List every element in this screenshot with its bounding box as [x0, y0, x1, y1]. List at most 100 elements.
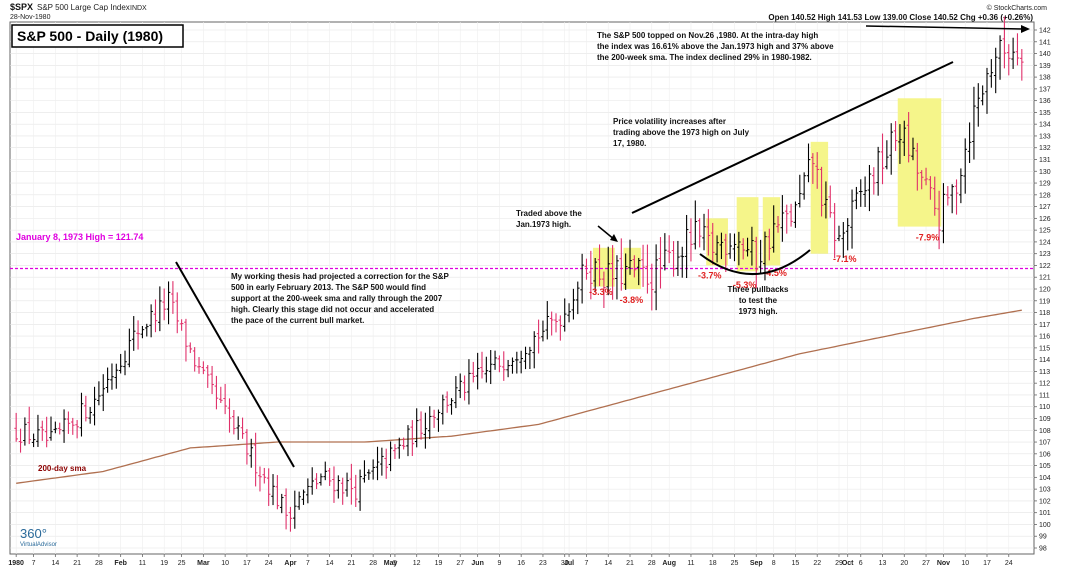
annotation-traded-above: Traded above the Jan.1973 high.	[516, 209, 582, 229]
ohlc-bar	[449, 398, 454, 415]
ohlc-bar	[345, 472, 349, 497]
x-tick-label: 27	[922, 560, 930, 567]
y-tick-label: 112	[1039, 381, 1050, 388]
x-tick-label: 15	[792, 560, 800, 567]
ohlc-bar	[654, 244, 658, 311]
ohlc-bar	[471, 361, 476, 383]
ohlc-bar	[262, 467, 267, 484]
ohlc-bar	[97, 381, 101, 406]
ohlc-bar	[593, 257, 597, 293]
highlight-box	[593, 247, 615, 287]
ohlc-bar	[541, 320, 545, 342]
ohlc-bar	[915, 142, 920, 191]
y-tick-label: 135	[1039, 110, 1051, 117]
sma-label: 200-day sma	[38, 464, 87, 473]
ohlc-bar	[584, 258, 589, 280]
ohlc-bar	[802, 172, 806, 200]
ohlc-bar	[480, 351, 484, 379]
ohlc-bar	[197, 357, 201, 374]
top-arrowhead	[1021, 25, 1030, 33]
ohlc-bar	[62, 409, 66, 443]
ohlc-bar	[858, 179, 863, 207]
x-tick-label: 27	[456, 560, 464, 567]
pullback-label: -5.3%	[733, 280, 757, 290]
ohlc-bar	[854, 186, 859, 210]
y-tick-label: 100	[1039, 522, 1051, 529]
ohlc-bar	[149, 304, 153, 338]
y-tick-label: 113	[1039, 369, 1050, 376]
y-tick-label: 140	[1039, 51, 1051, 58]
ohlc-bar	[928, 176, 933, 200]
ohlc-bar	[358, 469, 362, 511]
x-tick-label: 19	[160, 560, 168, 567]
x-tick-label: 25	[178, 560, 186, 567]
ohlc-bar	[414, 408, 419, 448]
ohlc-bar	[1006, 44, 1011, 76]
ohlc-bar	[689, 218, 693, 262]
y-tick-label: 123	[1039, 251, 1051, 258]
ohlc-bar	[467, 359, 471, 405]
highlight-box	[810, 141, 829, 254]
chart-title: S&P 500 - Daily (1980)	[17, 28, 163, 44]
top-arrow	[865, 25, 1025, 30]
y-tick-label: 115	[1039, 345, 1050, 352]
ohlc-bar	[388, 441, 393, 472]
ohlc-bar	[658, 237, 663, 289]
x-tick-label: 14	[604, 560, 612, 567]
ohlc-bar	[432, 409, 436, 428]
ohlc-bar	[144, 323, 149, 337]
exchange-label: INDX	[130, 5, 147, 12]
ohlc-bar	[101, 374, 106, 412]
ohlc-bar	[780, 195, 785, 242]
highlight-box	[897, 98, 942, 227]
ohlc-bar	[946, 186, 950, 206]
x-tick-label: 29	[835, 560, 843, 567]
symbol-name: S&P 500 Large Cap Index	[37, 3, 130, 12]
ohlc-bar	[441, 394, 445, 425]
source-label: © StockCharts.com	[987, 4, 1048, 12]
ohlc-bar	[371, 459, 375, 480]
x-tick-label: 6	[859, 560, 863, 567]
y-tick-label: 108	[1039, 428, 1051, 435]
ohlc-bar	[645, 244, 650, 294]
ohlc-bar	[401, 437, 406, 450]
ohlc-bar	[105, 367, 110, 393]
ohlc-bar	[410, 420, 415, 456]
ohlc-bar	[110, 363, 114, 390]
ohlc-bar	[732, 233, 737, 262]
y-tick-label: 99	[1039, 534, 1047, 541]
x-tick-label: 10	[961, 560, 969, 567]
logo-text: VirtualAdvisor	[20, 542, 57, 548]
y-axis: 98 99 100 101 102 103 104 105 106 107 108 109 110 111…	[1034, 28, 1051, 553]
y-tick-label: 126	[1039, 216, 1051, 223]
ohlc-bar	[932, 176, 937, 216]
ohlc-bar	[79, 392, 84, 437]
decline-trendline	[175, 261, 295, 468]
ohlc-bar	[118, 353, 123, 374]
annotation-top: The S&P 500 topped on Nov.26 ,1980. At t…	[597, 31, 834, 62]
ohlc-bar	[175, 292, 180, 334]
ohlc-bar	[741, 238, 746, 260]
ohlc-bar	[532, 331, 537, 369]
x-tick-label: 21	[347, 560, 355, 567]
ohlc-bar	[985, 67, 989, 114]
annotation-pullbacks: Three pullbacks to test the 1973 high.	[728, 285, 789, 316]
x-tick-label: 17	[983, 560, 991, 567]
ohlc-bar	[728, 233, 732, 259]
ohlc-bar	[606, 246, 611, 296]
ohlc-bar	[88, 406, 92, 424]
y-tick-label: 125	[1039, 228, 1051, 235]
ohlc-bar	[967, 122, 972, 164]
ohlc-bar	[279, 493, 284, 514]
ohlc-bar	[828, 185, 833, 218]
y-tick-label: 104	[1039, 475, 1051, 482]
pullback-label: -7.9%	[916, 233, 940, 243]
ohlc-bar	[349, 463, 354, 505]
ohlc-bar	[898, 124, 902, 164]
y-tick-label: 124	[1039, 239, 1051, 246]
traded-above-arrowhead	[610, 234, 618, 242]
ohlc-bar	[249, 438, 254, 468]
ohlc-bar	[314, 473, 319, 490]
x-tick-label: 7	[32, 560, 36, 567]
ohlc-bar	[301, 489, 306, 505]
